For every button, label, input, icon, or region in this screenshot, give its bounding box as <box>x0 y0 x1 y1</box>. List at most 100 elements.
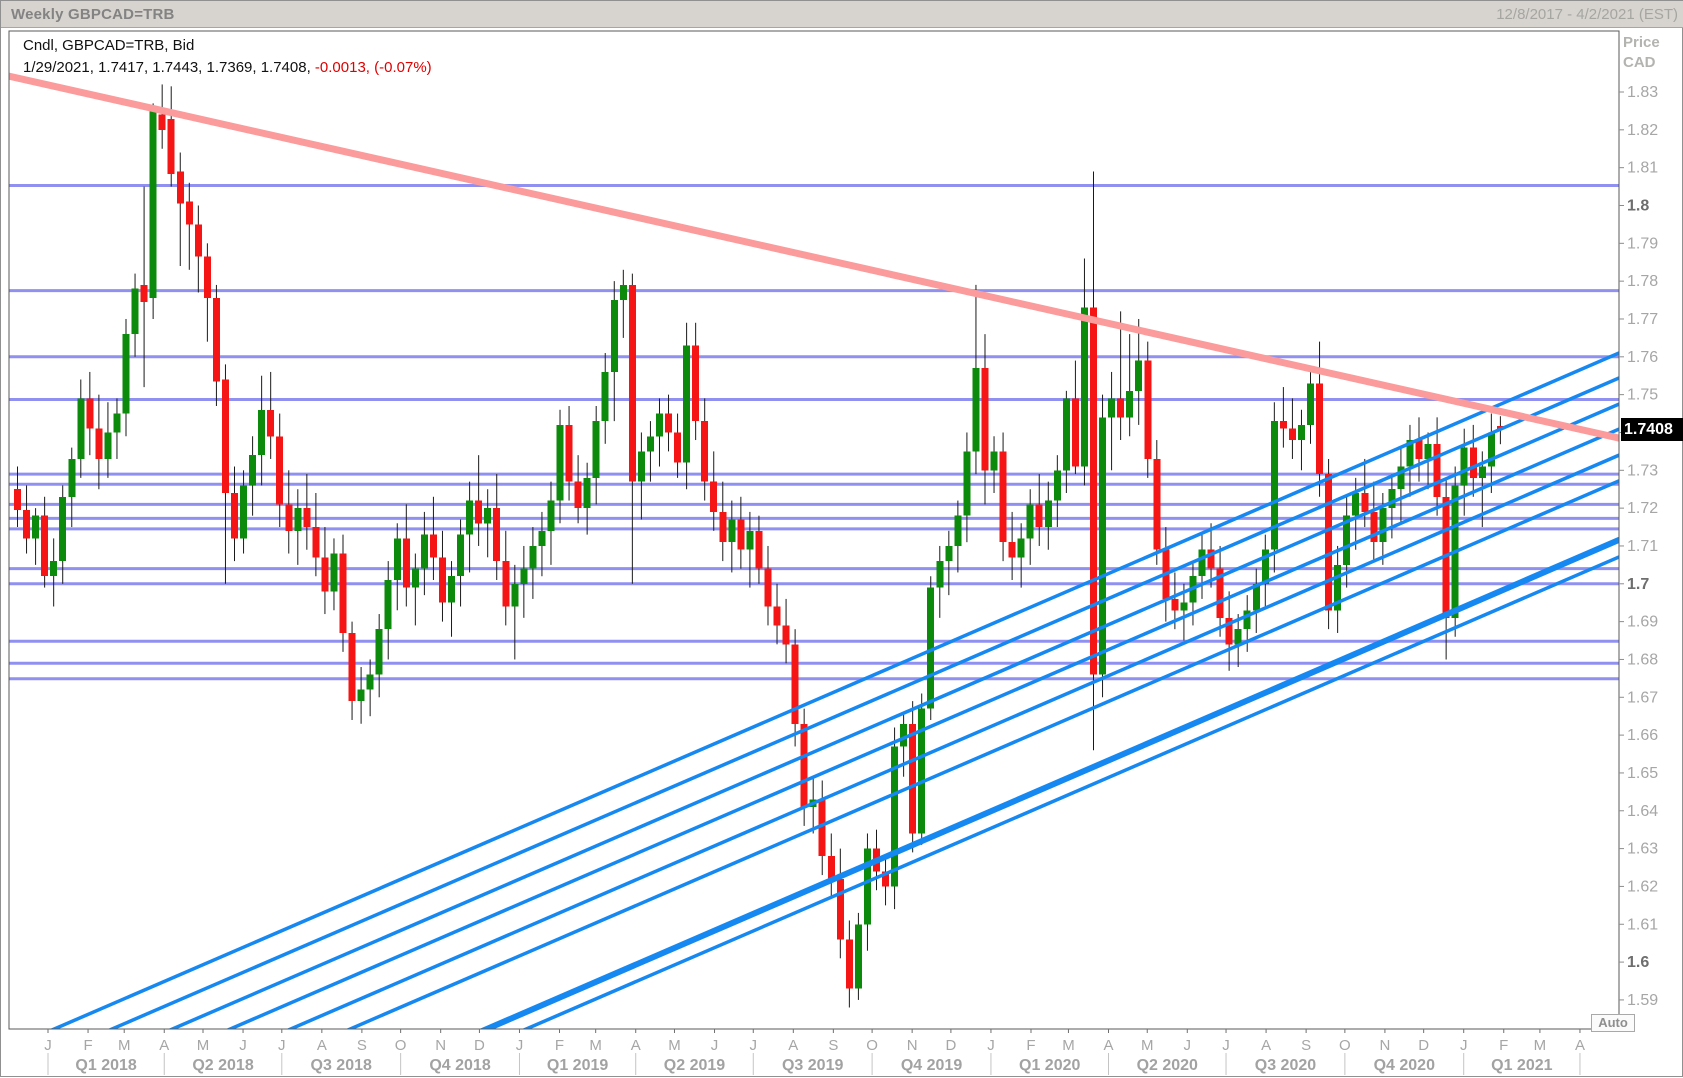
candle <box>50 538 58 607</box>
candle <box>583 462 591 535</box>
candle <box>628 273 636 584</box>
candle <box>1144 341 1152 478</box>
candle <box>502 530 510 626</box>
svg-text:J: J <box>750 1037 758 1054</box>
candle <box>592 405 600 505</box>
candle <box>918 693 926 845</box>
candle <box>1126 334 1134 437</box>
candle <box>601 353 609 444</box>
svg-text:F: F <box>83 1037 92 1054</box>
candle <box>330 538 338 611</box>
candle <box>1279 387 1287 448</box>
candle <box>1397 447 1405 524</box>
candle <box>1307 371 1315 444</box>
candle <box>1288 398 1296 459</box>
svg-text:Q3 2019: Q3 2019 <box>782 1057 843 1074</box>
candle <box>665 394 673 452</box>
svg-text:1.73: 1.73 <box>1627 462 1658 479</box>
candle <box>936 545 944 618</box>
candle <box>529 527 537 599</box>
candle <box>909 701 917 853</box>
candle <box>655 398 663 467</box>
svg-text:M: M <box>668 1037 681 1054</box>
svg-text:S: S <box>357 1037 367 1054</box>
candle <box>773 583 781 645</box>
candle <box>764 545 772 626</box>
svg-text:M: M <box>1062 1037 1075 1054</box>
candle <box>384 561 392 660</box>
candle <box>285 470 293 554</box>
candle <box>574 455 582 524</box>
candle <box>1252 568 1260 633</box>
downtrend-line <box>9 72 1619 442</box>
candle <box>140 186 148 388</box>
candle <box>95 394 103 490</box>
auto-scale-button[interactable]: Auto <box>1591 1014 1635 1032</box>
candle <box>728 500 736 573</box>
svg-text:J: J <box>711 1037 719 1054</box>
svg-text:1.67: 1.67 <box>1627 689 1658 706</box>
candle <box>737 496 745 569</box>
candle <box>339 534 347 652</box>
svg-text:1.6: 1.6 <box>1627 954 1649 971</box>
candle <box>212 284 220 406</box>
candle <box>646 421 654 482</box>
candle <box>1117 311 1125 441</box>
svg-text:D: D <box>945 1037 956 1054</box>
svg-text:1.59: 1.59 <box>1627 992 1658 1009</box>
candle <box>683 322 691 490</box>
svg-text:J: J <box>278 1037 286 1054</box>
candle <box>511 564 519 660</box>
svg-text:A: A <box>159 1037 169 1054</box>
candle <box>104 402 112 478</box>
candle <box>972 284 980 475</box>
candle <box>1270 402 1278 573</box>
candle <box>1234 614 1242 668</box>
window-title-bar: Weekly GBPCAD=TRB 12/8/2017 - 4/2/2021 (… <box>1 1 1683 28</box>
svg-text:J: J <box>44 1037 52 1054</box>
svg-text:D: D <box>474 1037 485 1054</box>
candle <box>1297 409 1305 471</box>
candle <box>1433 417 1441 516</box>
candle <box>1026 489 1034 565</box>
svg-text:1.78: 1.78 <box>1627 273 1658 290</box>
candle <box>692 322 700 441</box>
candle <box>258 375 266 486</box>
candle <box>1469 424 1477 497</box>
candle <box>791 629 799 747</box>
candle <box>845 920 853 1008</box>
candle <box>954 500 962 573</box>
svg-text:A: A <box>1575 1037 1585 1054</box>
svg-text:1.71: 1.71 <box>1627 538 1658 555</box>
candle <box>176 152 184 267</box>
svg-text:F: F <box>1026 1037 1035 1054</box>
price-axis-unit: Price CAD <box>1623 33 1660 73</box>
svg-text:Q3 2020: Q3 2020 <box>1255 1057 1316 1074</box>
candle <box>194 205 202 293</box>
candle <box>402 504 410 607</box>
svg-text:M: M <box>589 1037 602 1054</box>
candle <box>755 515 763 584</box>
candle <box>14 466 21 528</box>
candle <box>86 371 94 456</box>
candle <box>520 545 528 618</box>
candle <box>357 667 365 724</box>
svg-text:1.61: 1.61 <box>1627 916 1658 933</box>
candle <box>312 492 320 577</box>
candle <box>438 530 446 622</box>
candle <box>185 182 193 270</box>
svg-text:A: A <box>1103 1037 1113 1054</box>
svg-text:M: M <box>118 1037 131 1054</box>
legend-series-label: Cndl, GBPCAD=TRB, Bid <box>23 37 195 54</box>
candle <box>221 364 229 584</box>
candle <box>68 447 76 528</box>
svg-text:1.68: 1.68 <box>1627 651 1658 668</box>
svg-text:Q2 2020: Q2 2020 <box>1137 1057 1198 1074</box>
candle <box>945 530 953 596</box>
svg-text:Q1 2018: Q1 2018 <box>75 1057 136 1074</box>
svg-text:J: J <box>516 1037 524 1054</box>
candle <box>77 379 85 478</box>
candle <box>1044 481 1052 550</box>
